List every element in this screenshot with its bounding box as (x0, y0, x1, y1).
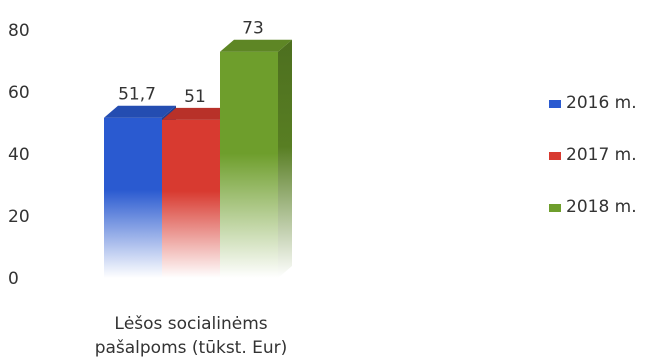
bar-front (220, 51, 278, 279)
bar-top (162, 107, 234, 120)
legend-swatch (549, 204, 561, 212)
legend-label: 2017 m. (566, 145, 637, 165)
data-label: 51,7 (118, 85, 156, 105)
x-axis: Lėšos socialinėms pašalpoms (tūkst. Eur) (95, 314, 288, 358)
legend-label: 2016 m. (566, 93, 637, 113)
y-tick-label: 20 (8, 207, 30, 227)
data-label: 51 (184, 87, 206, 107)
y-tick-label: 40 (8, 145, 30, 165)
bar-front (162, 119, 220, 279)
bar-2017m (162, 107, 234, 279)
bars (104, 39, 292, 279)
legend-label: 2018 m. (566, 197, 637, 217)
y-axis: 0 20 40 60 80 (8, 21, 30, 289)
category-label: pašalpoms (tūkst. Eur) (95, 338, 288, 358)
bar-front (104, 117, 162, 278)
legend-swatch (549, 152, 561, 160)
data-labels: 51,7 51 73 (118, 19, 264, 107)
y-tick-label: 80 (8, 21, 30, 41)
bar-top (220, 39, 292, 52)
category-label: Lėšos socialinėms (114, 314, 267, 334)
bar-side (278, 39, 292, 279)
bar-top (104, 105, 176, 118)
y-tick-label: 60 (8, 83, 30, 103)
legend: 2016 m. 2017 m. 2018 m. (549, 93, 637, 217)
bar-2018m (220, 39, 292, 279)
legend-swatch (549, 100, 561, 108)
data-label: 73 (242, 19, 264, 39)
y-tick-label: 0 (8, 269, 19, 289)
